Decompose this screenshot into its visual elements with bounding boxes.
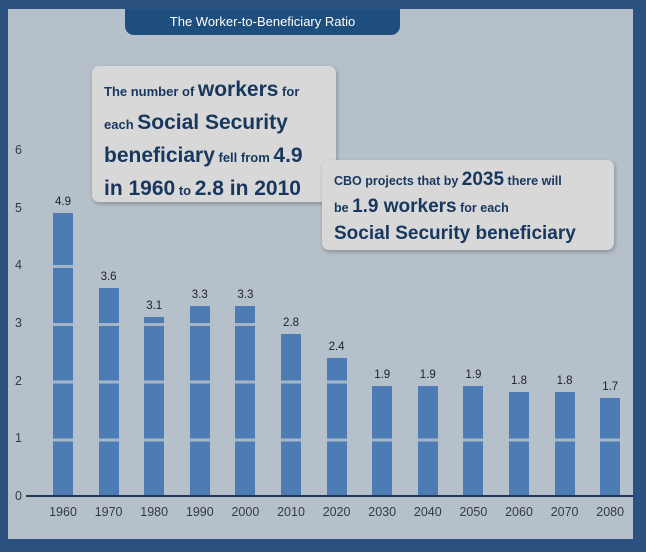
annotation-line: Social Security beneficiary <box>334 221 602 248</box>
x-axis-label: 1990 <box>185 505 214 519</box>
bar-2080 <box>600 397 621 496</box>
bar-value-label: 1.8 <box>511 375 527 388</box>
bar-value-label: 3.3 <box>191 288 208 301</box>
x-axis-label: 2030 <box>368 505 397 519</box>
annotation-text: to <box>175 183 195 198</box>
bar-2050 <box>463 386 484 496</box>
bar-1970 <box>98 288 119 496</box>
bar-value-label: 1.7 <box>602 380 619 393</box>
y-axis-label: 1 <box>15 431 22 446</box>
annotation-line: each Social Security <box>104 107 324 140</box>
bar-value-label: 2.4 <box>328 340 345 353</box>
chart-title-bar: The Worker-to-Beneficiary Ratio <box>125 9 400 35</box>
y-axis-label: 0 <box>15 489 22 503</box>
annotation-text-emphasis: 2.8 in 2010 <box>194 177 301 200</box>
chart-title: The Worker-to-Beneficiary Ratio <box>169 14 356 29</box>
bar-2070 <box>554 392 575 496</box>
x-axis-label: 2000 <box>231 505 260 519</box>
bar-value-label: 3.3 <box>237 288 254 301</box>
bar-2040 <box>417 386 438 496</box>
x-axis-label: 2070 <box>550 505 579 519</box>
annotation-text-emphasis: Social Security <box>137 111 288 134</box>
annotation-line: be 1.9 workers for each <box>334 194 602 221</box>
bar-1980 <box>144 317 165 496</box>
bar-1960 <box>53 213 73 496</box>
y-axis-label: 5 <box>15 200 22 215</box>
bar-2000 <box>235 305 256 496</box>
bar-value-label: 3.1 <box>146 300 163 313</box>
x-axis-label: 2050 <box>459 505 488 519</box>
annotation-text-emphasis: 4.9 <box>273 144 303 167</box>
annotation-text: be <box>334 201 353 215</box>
bar-2020 <box>326 357 347 496</box>
bar-value-label: 1.8 <box>556 375 573 388</box>
annotation-line: CBO projects that by 2035 there will <box>334 167 602 194</box>
annotation-text-emphasis: in 1960 <box>104 177 176 200</box>
bar-value-label: 2.8 <box>283 317 299 330</box>
annotation-text-emphasis: workers <box>197 78 279 101</box>
bar-2010 <box>281 334 301 496</box>
bar-2060 <box>509 392 529 496</box>
x-axis-label: 1960 <box>49 505 77 519</box>
annotation-text-emphasis: 1.9 workers <box>352 196 457 217</box>
annotation-text: CBO projects that by <box>334 174 462 188</box>
x-axis-label: 2040 <box>413 505 442 519</box>
x-axis-label: 2060 <box>505 505 533 519</box>
annotation-line: in 1960 to 2.8 in 2010 <box>104 173 324 206</box>
annotation-text-emphasis: beneficiary <box>104 144 215 167</box>
y-axis-label: 2 <box>15 373 22 388</box>
bar-value-label: 1.9 <box>374 369 391 382</box>
annotation-text: there will <box>504 174 562 188</box>
bar-value-label: 3.6 <box>100 271 117 284</box>
annotation-text: fell from <box>214 150 274 165</box>
annotation-line: The number of workers for <box>104 74 324 107</box>
annotation-line: beneficiary fell from 4.9 <box>104 140 324 173</box>
y-axis-label: 3 <box>15 315 22 330</box>
x-axis-label: 2020 <box>322 505 351 519</box>
y-axis-label: 4 <box>15 258 22 273</box>
annotation-past-decline: The number of workers for each Social Se… <box>92 66 336 202</box>
x-axis-line <box>26 495 633 497</box>
annotation-text-emphasis: Social Security beneficiary <box>334 223 576 244</box>
x-axis-label: 1980 <box>140 505 169 519</box>
x-axis-label: 2010 <box>277 505 305 519</box>
bar-value-label: 1.9 <box>465 369 482 382</box>
annotation-text: for each <box>456 201 509 215</box>
annotation-text-emphasis: 2035 <box>461 169 505 190</box>
bar-value-label: 1.9 <box>419 369 436 382</box>
annotation-cbo-projection: CBO projects that by 2035 there will be … <box>322 160 614 250</box>
x-axis-label: 2080 <box>596 505 625 519</box>
x-axis-label: 1970 <box>94 505 123 519</box>
bar-2030 <box>372 386 393 496</box>
y-axis-label: 6 <box>15 142 22 157</box>
bar-value-label: 4.9 <box>55 196 71 209</box>
annotation-text: The number of <box>104 84 198 99</box>
annotation-text: for <box>278 84 300 99</box>
bar-1990 <box>189 305 210 496</box>
annotation-text: each <box>104 117 138 132</box>
